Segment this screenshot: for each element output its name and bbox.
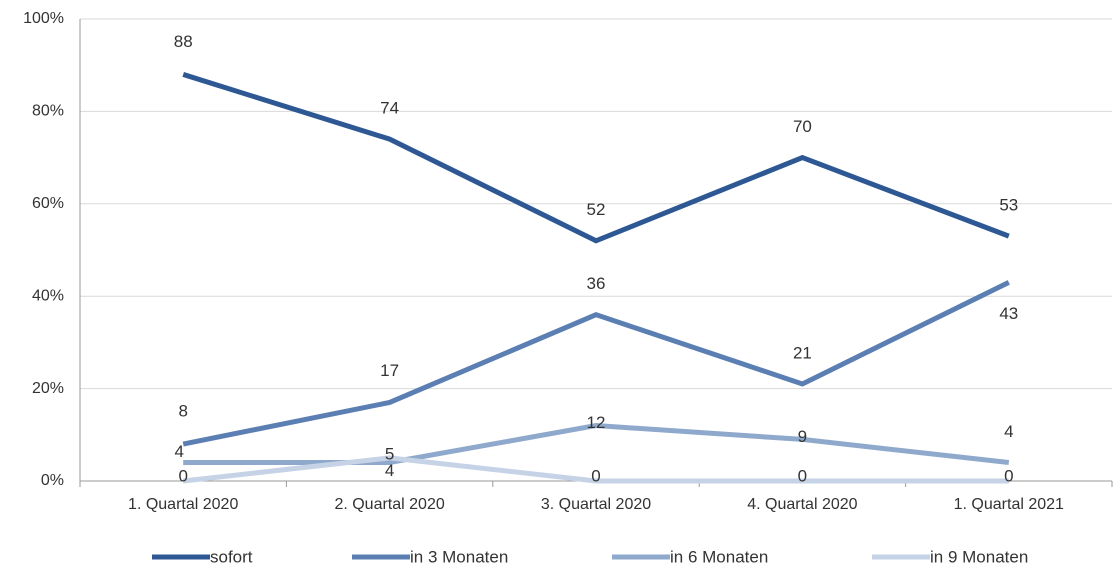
y-tick-label: 100% xyxy=(23,10,64,27)
series-line xyxy=(182,455,1009,484)
data-label: 0 xyxy=(591,466,600,485)
data-label: 4 xyxy=(385,461,394,480)
data-label: 52 xyxy=(587,200,606,219)
x-tick-label: 4. Quartal 2020 xyxy=(747,496,857,513)
x-tick-label: 1. Quartal 2020 xyxy=(128,496,238,513)
legend-label: in 3 Monaten xyxy=(410,547,508,566)
data-label: 5 xyxy=(385,444,394,463)
data-label: 21 xyxy=(793,343,812,362)
data-label: 12 xyxy=(587,413,606,432)
legend-label: in 6 Monaten xyxy=(670,547,768,566)
legend-label: sofort xyxy=(210,547,253,566)
data-label: 0 xyxy=(178,466,187,485)
y-tick-label: 80% xyxy=(32,103,64,120)
legend-label: in 9 Monaten xyxy=(930,547,1028,566)
data-label: 0 xyxy=(798,466,807,485)
x-tick-label: 1. Quartal 2021 xyxy=(954,496,1064,513)
y-tick-label: 40% xyxy=(32,287,64,304)
series-line xyxy=(183,423,1010,466)
y-tick-label: 20% xyxy=(32,380,64,397)
x-tick-label: 2. Quartal 2020 xyxy=(334,496,444,513)
data-label: 74 xyxy=(380,99,399,118)
series-line xyxy=(182,280,1010,447)
data-label: 8 xyxy=(178,402,187,421)
data-label: 17 xyxy=(380,361,399,380)
data-label: 4 xyxy=(1004,422,1013,441)
data-label: 88 xyxy=(174,32,193,51)
data-label: 36 xyxy=(587,274,606,293)
data-label: 53 xyxy=(999,196,1018,215)
data-label: 9 xyxy=(798,427,807,446)
x-tick-label: 3. Quartal 2020 xyxy=(541,496,651,513)
y-tick-label: 60% xyxy=(32,195,64,212)
data-label: 70 xyxy=(793,117,812,136)
data-label: 43 xyxy=(999,304,1018,323)
y-tick-label: 0% xyxy=(41,472,64,489)
series-line xyxy=(182,72,1010,244)
data-label: 4 xyxy=(174,442,183,461)
data-label: 0 xyxy=(1004,466,1013,485)
